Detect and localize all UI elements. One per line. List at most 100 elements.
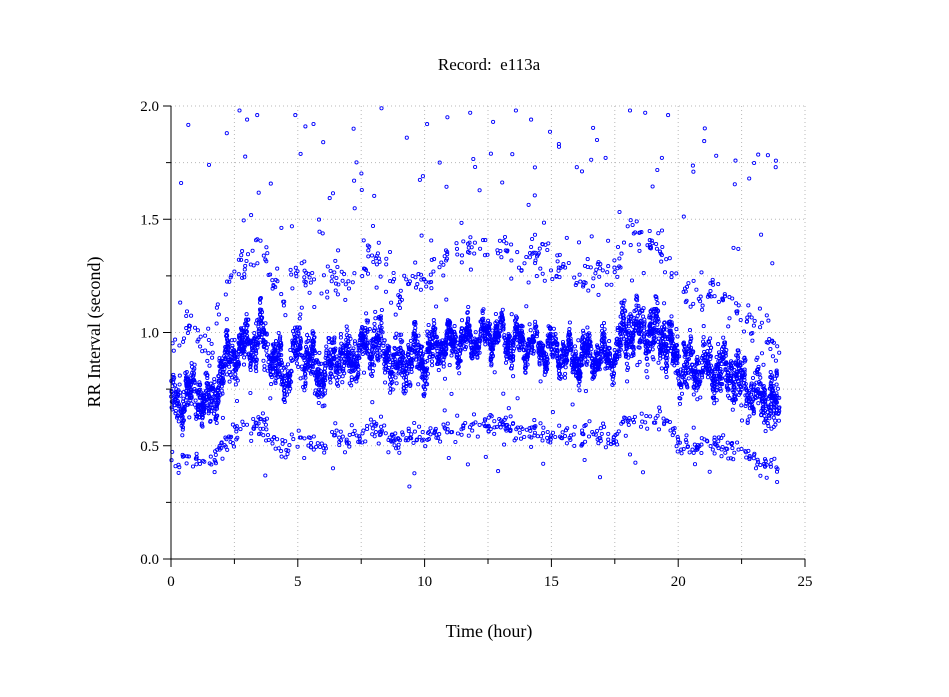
data-point bbox=[559, 359, 564, 364]
data-point bbox=[648, 309, 653, 314]
data-point bbox=[657, 405, 662, 410]
data-point bbox=[765, 421, 770, 426]
data-point bbox=[520, 344, 525, 349]
data-point bbox=[240, 249, 245, 254]
data-point bbox=[201, 402, 207, 408]
data-point bbox=[305, 352, 310, 357]
data-point bbox=[644, 413, 649, 419]
data-point bbox=[672, 426, 677, 431]
data-point bbox=[512, 335, 517, 340]
data-point bbox=[636, 306, 641, 311]
data-point bbox=[436, 368, 441, 373]
data-point bbox=[303, 283, 308, 288]
data-point bbox=[273, 371, 278, 376]
data-point bbox=[332, 270, 337, 275]
data-point bbox=[172, 383, 178, 388]
data-point bbox=[744, 401, 749, 406]
data-point bbox=[662, 422, 667, 427]
data-point bbox=[527, 250, 533, 256]
data-point bbox=[644, 369, 649, 374]
data-point bbox=[455, 431, 460, 436]
data-point bbox=[647, 324, 652, 329]
data-point bbox=[598, 356, 603, 361]
data-point bbox=[379, 320, 384, 326]
data-point bbox=[674, 444, 679, 449]
data-point bbox=[458, 358, 463, 363]
data-point bbox=[598, 351, 603, 356]
data-point bbox=[232, 337, 237, 342]
data-point bbox=[205, 375, 210, 381]
data-point bbox=[488, 357, 493, 362]
data-point bbox=[444, 334, 449, 339]
data-point bbox=[461, 239, 466, 244]
data-point bbox=[626, 418, 631, 423]
data-point bbox=[468, 267, 473, 272]
data-point bbox=[525, 355, 530, 360]
data-point bbox=[324, 344, 329, 349]
data-point bbox=[416, 382, 421, 387]
data-point bbox=[745, 420, 750, 425]
data-point bbox=[701, 343, 706, 348]
data-point bbox=[751, 387, 757, 392]
data-point bbox=[415, 342, 420, 347]
data-point bbox=[654, 311, 659, 316]
data-point bbox=[408, 383, 413, 388]
data-point bbox=[716, 366, 721, 372]
data-point bbox=[657, 409, 662, 414]
data-point bbox=[555, 348, 560, 353]
data-point bbox=[231, 444, 237, 449]
data-point bbox=[340, 374, 345, 379]
data-point bbox=[571, 365, 576, 370]
data-point bbox=[262, 419, 267, 424]
data-point bbox=[319, 291, 324, 296]
data-point bbox=[637, 329, 643, 334]
data-point bbox=[503, 360, 509, 365]
data-point bbox=[670, 433, 675, 438]
data-point bbox=[759, 351, 765, 356]
data-point bbox=[515, 250, 520, 255]
data-point bbox=[373, 423, 378, 428]
data-point bbox=[340, 359, 345, 364]
data-point bbox=[376, 240, 381, 245]
data-point bbox=[731, 245, 736, 250]
data-point bbox=[506, 332, 511, 337]
data-point bbox=[265, 432, 271, 438]
data-point bbox=[175, 414, 180, 419]
data-point bbox=[326, 359, 331, 364]
data-point bbox=[396, 352, 401, 357]
data-point bbox=[466, 304, 471, 310]
data-point bbox=[684, 440, 689, 445]
data-point bbox=[532, 165, 537, 170]
data-point bbox=[659, 259, 664, 264]
data-point bbox=[714, 398, 719, 403]
data-point bbox=[768, 346, 773, 352]
data-point bbox=[690, 163, 695, 168]
data-point bbox=[194, 416, 199, 421]
data-point bbox=[702, 126, 707, 131]
data-point bbox=[441, 364, 446, 369]
data-point bbox=[504, 241, 509, 246]
data-point bbox=[739, 375, 745, 380]
data-point bbox=[695, 354, 700, 360]
data-point bbox=[631, 420, 637, 425]
data-point bbox=[413, 336, 418, 341]
data-point bbox=[625, 379, 630, 384]
data-point bbox=[667, 323, 672, 328]
data-point bbox=[726, 456, 731, 461]
data-point bbox=[712, 294, 717, 299]
data-point bbox=[259, 320, 264, 325]
data-point bbox=[352, 428, 357, 433]
data-point bbox=[698, 395, 703, 400]
data-point bbox=[761, 392, 766, 397]
data-point bbox=[581, 331, 586, 336]
data-point bbox=[236, 333, 242, 338]
data-point bbox=[400, 430, 405, 435]
data-point bbox=[766, 413, 772, 418]
data-point bbox=[374, 285, 379, 290]
data-point bbox=[619, 300, 624, 305]
data-point bbox=[248, 367, 253, 373]
data-point bbox=[644, 340, 649, 345]
data-point bbox=[308, 280, 313, 285]
data-point bbox=[251, 416, 256, 422]
data-point bbox=[177, 403, 182, 408]
